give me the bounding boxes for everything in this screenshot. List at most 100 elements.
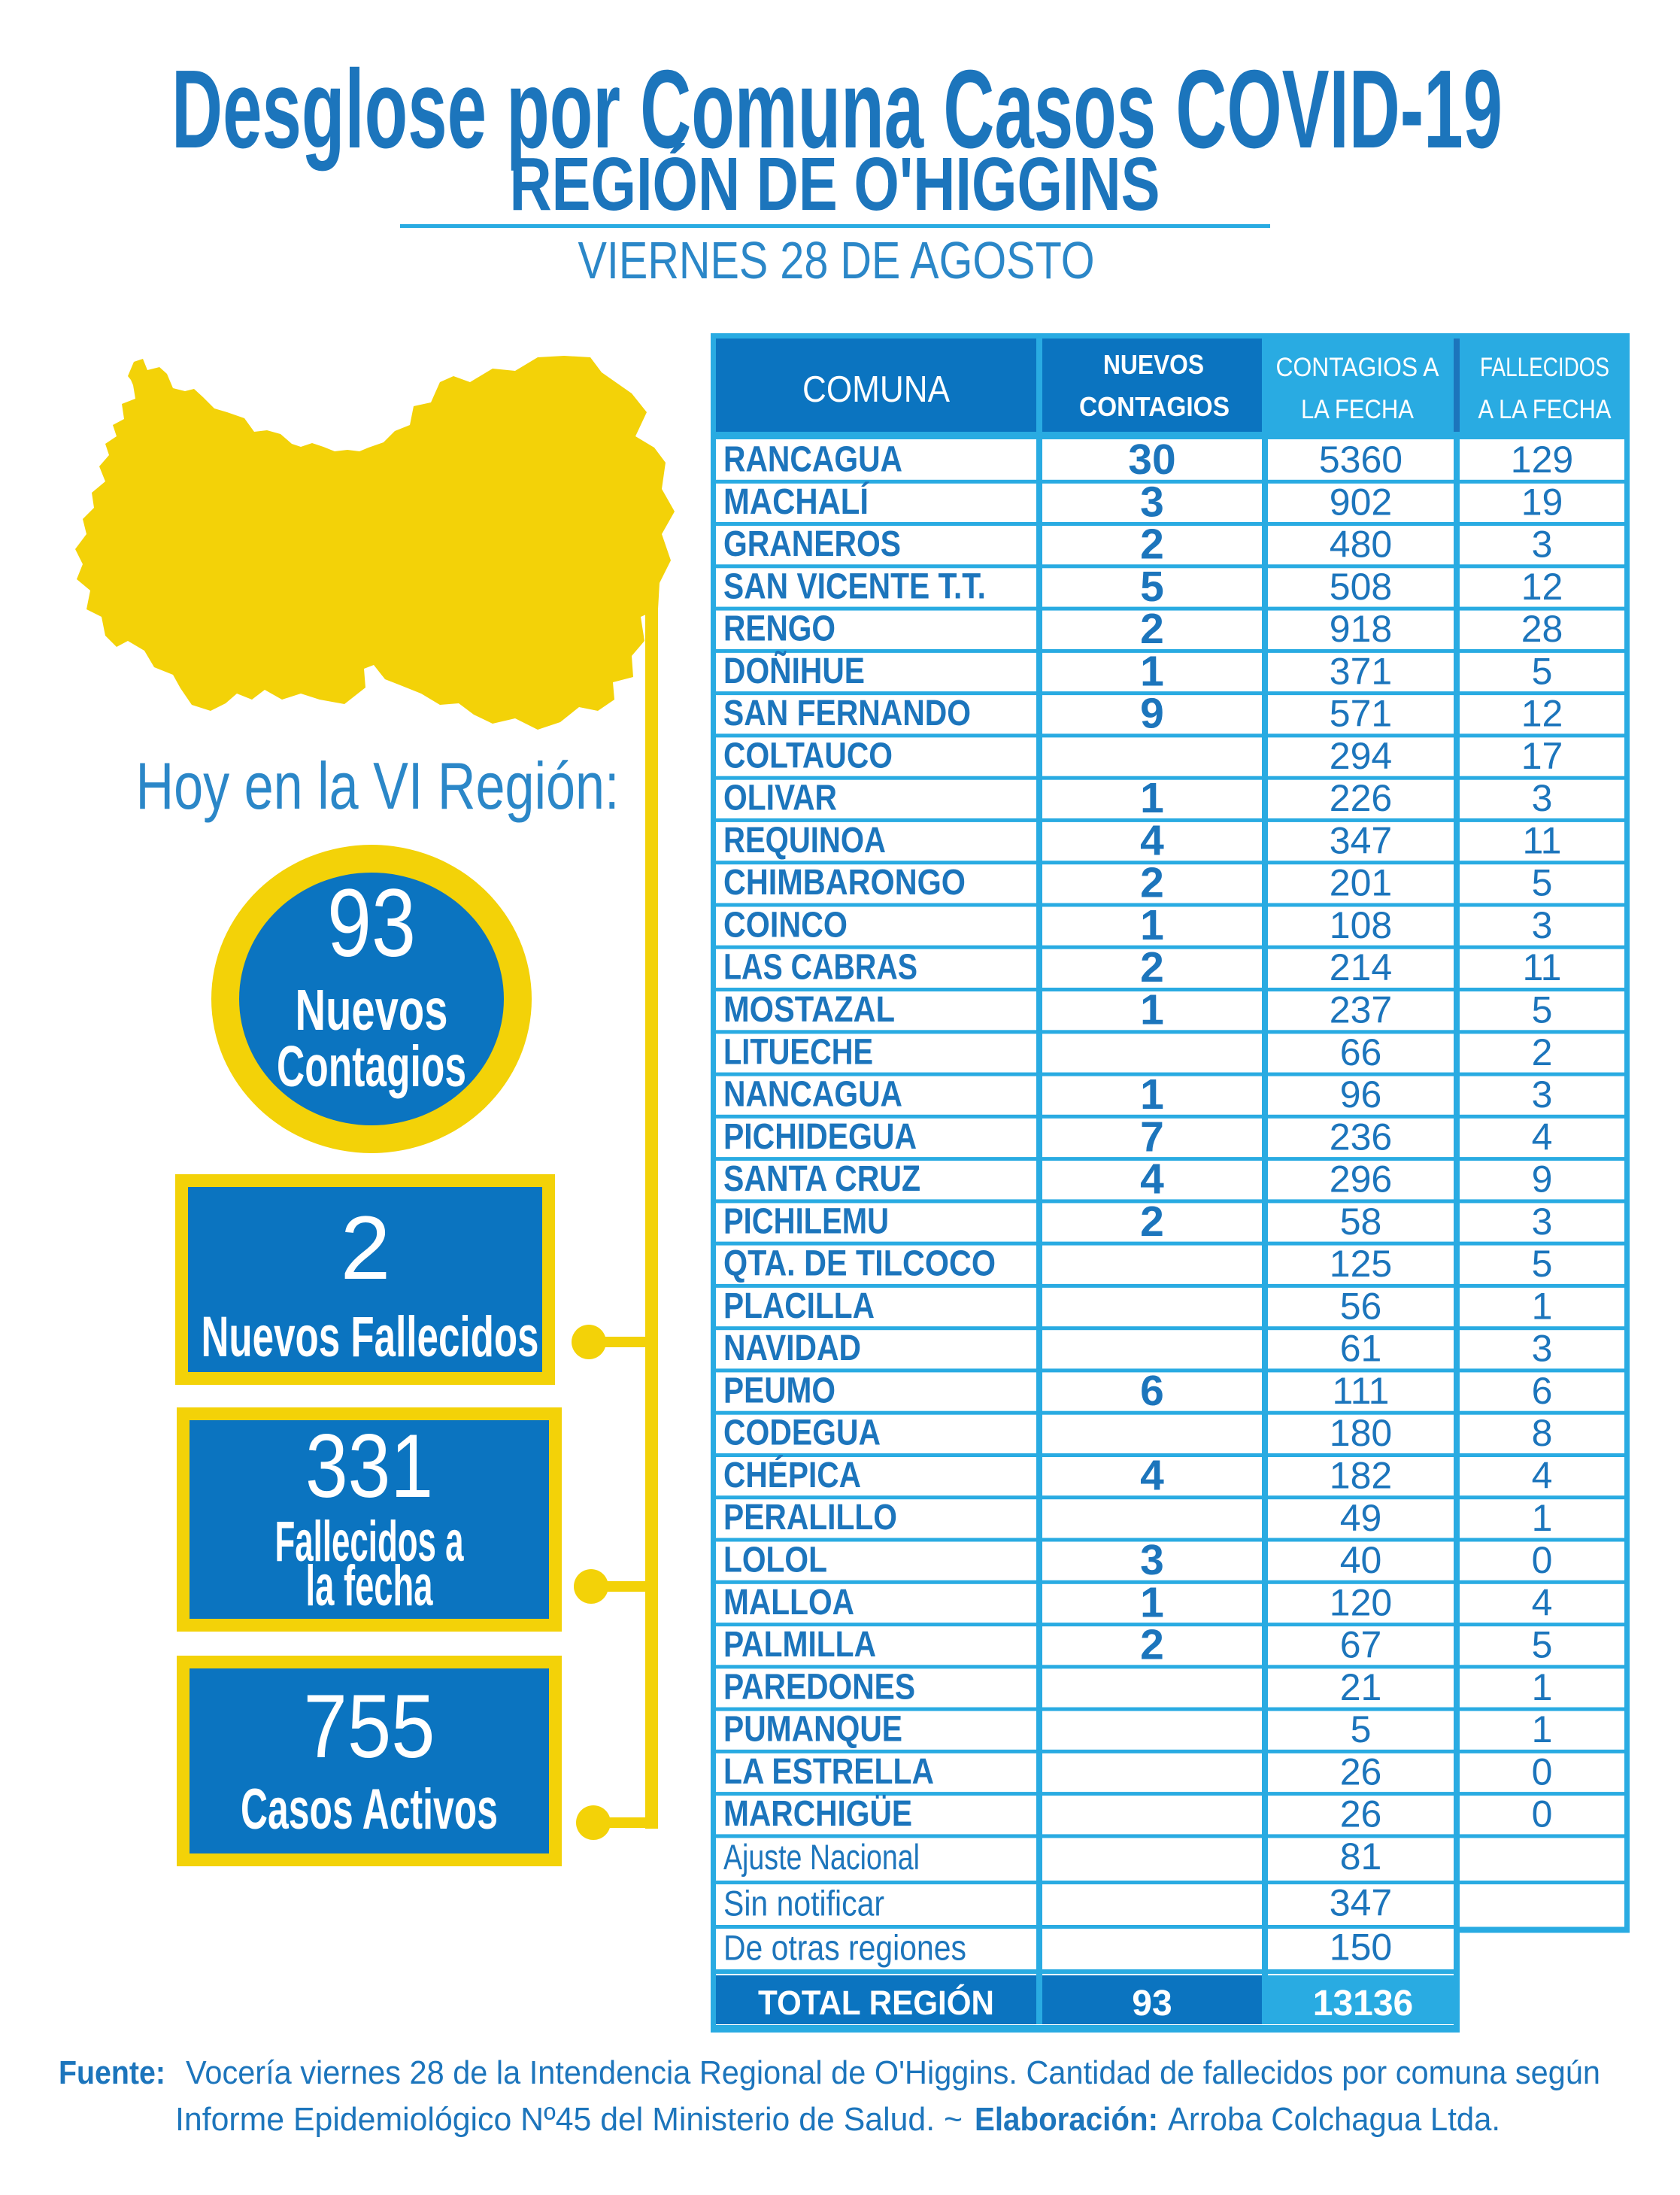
svg-text:NUEVOS: NUEVOS [1103,349,1204,380]
svg-text:MACHALÍ: MACHALÍ [723,481,869,522]
svg-text:150: 150 [1330,1926,1392,1969]
svg-text:Casos Activos: Casos Activos [241,1778,498,1841]
svg-text:2: 2 [1532,1031,1553,1073]
svg-text:TOTAL REGIÓN: TOTAL REGIÓN [758,1984,994,2022]
svg-text:902: 902 [1330,481,1392,523]
svg-text:6: 6 [1532,1370,1553,1412]
svg-text:RANCAGUA: RANCAGUA [723,440,902,480]
svg-text:DOÑIHUE: DOÑIHUE [723,650,865,691]
svg-text:1: 1 [1532,1497,1553,1539]
svg-text:Arroba Colchagua Ltda.: Arroba Colchagua Ltda. [1168,2101,1500,2138]
svg-text:1: 1 [1532,1708,1553,1750]
svg-text:56: 56 [1340,1285,1382,1327]
svg-text:LITUECHE: LITUECHE [723,1032,873,1072]
svg-text:2: 2 [1140,859,1164,907]
svg-text:2: 2 [1140,521,1164,569]
svg-text:2: 2 [1140,1198,1164,1246]
svg-text:11: 11 [1523,946,1562,988]
svg-text:331: 331 [305,1416,433,1516]
svg-text:182: 182 [1330,1455,1392,1497]
svg-text:VIERNES 28 DE AGOSTO: VIERNES 28 DE AGOSTO [578,231,1095,290]
svg-text:28: 28 [1521,608,1563,650]
svg-text:CONTAGIOS: CONTAGIOS [1079,391,1230,422]
svg-text:226: 226 [1330,777,1392,819]
svg-text:LA FECHA: LA FECHA [1301,395,1415,424]
svg-text:PEUMO: PEUMO [723,1371,835,1410]
svg-text:755: 755 [304,1676,435,1777]
svg-text:371: 371 [1330,650,1392,692]
svg-text:la fecha: la fecha [306,1554,433,1618]
svg-text:GRANEROS: GRANEROS [723,524,901,564]
svg-text:201: 201 [1330,862,1392,904]
svg-text:0: 0 [1532,1539,1553,1581]
svg-text:MOSTAZAL: MOSTAZAL [723,990,895,1030]
svg-text:49: 49 [1340,1497,1382,1539]
svg-text:COMUNA: COMUNA [802,369,950,410]
svg-text:1: 1 [1532,1285,1553,1327]
svg-text:3: 3 [1140,478,1164,526]
svg-text:3: 3 [1532,1073,1553,1116]
svg-text:Nuevos: Nuevos [296,978,448,1043]
svg-text:SANTA CRUZ: SANTA CRUZ [723,1159,920,1199]
svg-text:347: 347 [1330,1882,1392,1924]
svg-text:4: 4 [1140,1452,1164,1500]
svg-text:4: 4 [1532,1116,1553,1158]
svg-text:Contagios: Contagios [277,1034,466,1099]
svg-text:1: 1 [1532,1666,1553,1708]
svg-text:Informe Epidemiológico Nº45 de: Informe Epidemiológico Nº45 del Minister… [175,2101,963,2138]
svg-text:3: 3 [1140,1536,1164,1584]
svg-text:1: 1 [1140,1578,1164,1626]
svg-text:4: 4 [1140,816,1164,864]
svg-text:1: 1 [1140,774,1164,822]
svg-text:3: 3 [1532,524,1553,566]
svg-text:21: 21 [1340,1666,1382,1708]
svg-text:3: 3 [1532,1201,1553,1243]
svg-text:13136: 13136 [1313,1984,1413,2023]
svg-text:61: 61 [1340,1328,1382,1370]
svg-text:Elaboración:: Elaboración: [975,2101,1158,2138]
svg-text:Ajuste Nacional: Ajuste Nacional [723,1837,920,1877]
svg-text:RENGO: RENGO [723,609,835,649]
svg-text:Desglose por Comuna Casos COVI: Desglose por Comuna Casos COVID-19 [171,47,1503,172]
svg-text:Hoy en la VI Región:: Hoy en la VI Región: [136,748,620,823]
svg-text:6: 6 [1140,1367,1164,1415]
svg-text:125: 125 [1330,1243,1392,1285]
svg-text:PLACILLA: PLACILLA [723,1286,875,1326]
svg-text:NANCAGUA: NANCAGUA [723,1075,902,1115]
svg-text:Fallecidos a: Fallecidos a [275,1510,464,1574]
svg-text:3: 3 [1532,1328,1553,1370]
svg-text:CHÉPICA: CHÉPICA [723,1455,861,1495]
svg-text:8: 8 [1532,1412,1553,1454]
svg-text:508: 508 [1330,566,1392,608]
svg-text:QTA. DE TILCOCO: QTA. DE TILCOCO [723,1244,996,1284]
svg-text:LAS CABRAS: LAS CABRAS [723,948,917,988]
svg-text:FALLECIDOS: FALLECIDOS [1480,353,1609,382]
svg-text:CONTAGIOS A: CONTAGIOS A [1276,353,1440,382]
svg-text:De otras regiones: De otras regiones [723,1928,966,1968]
svg-text:A LA FECHA: A LA FECHA [1478,395,1612,424]
svg-text:PERALILLO: PERALILLO [723,1498,897,1538]
svg-text:0: 0 [1532,1793,1553,1835]
svg-text:SAN FERNANDO: SAN FERNANDO [723,694,971,733]
svg-text:CODEGUA: CODEGUA [723,1413,881,1453]
svg-text:4: 4 [1140,1155,1164,1204]
svg-text:30: 30 [1128,436,1175,484]
svg-text:236: 236 [1330,1116,1392,1158]
svg-text:REGIÓN DE O'HIGGINS: REGIÓN DE O'HIGGINS [510,142,1160,226]
svg-text:5: 5 [1140,563,1164,611]
svg-text:40: 40 [1340,1539,1382,1581]
svg-text:480: 480 [1330,524,1392,566]
svg-text:26: 26 [1340,1750,1382,1793]
svg-text:294: 294 [1330,735,1392,777]
svg-text:CHIMBARONGO: CHIMBARONGO [723,863,966,903]
svg-text:93: 93 [327,870,416,977]
svg-text:237: 237 [1330,989,1392,1031]
svg-text:3: 3 [1532,777,1553,819]
svg-text:5: 5 [1532,862,1553,904]
svg-text:5: 5 [1532,989,1553,1031]
svg-text:17: 17 [1521,735,1563,777]
svg-text:3: 3 [1532,904,1553,946]
svg-text:COLTAUCO: COLTAUCO [723,736,893,776]
svg-text:2: 2 [1140,943,1164,991]
svg-text:PUMANQUE: PUMANQUE [723,1710,902,1750]
